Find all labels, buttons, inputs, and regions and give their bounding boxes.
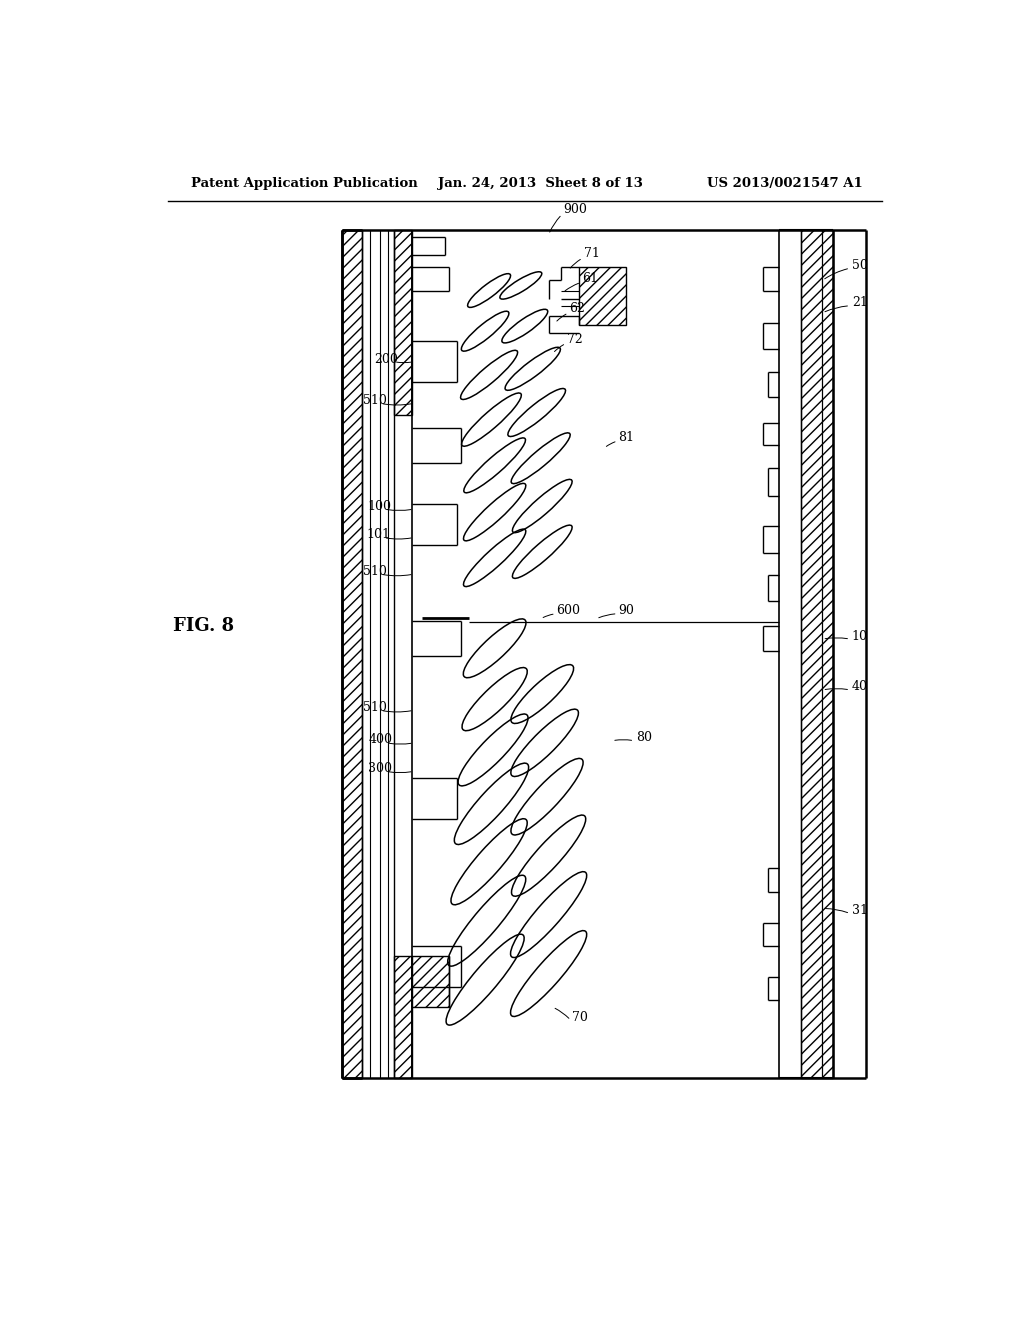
Text: 70: 70: [572, 1011, 589, 1024]
Text: Patent Application Publication: Patent Application Publication: [191, 177, 418, 190]
Text: 510: 510: [362, 393, 387, 407]
Text: 61: 61: [582, 272, 598, 285]
Text: 71: 71: [584, 247, 599, 260]
Text: 72: 72: [567, 333, 583, 346]
Polygon shape: [579, 267, 627, 325]
Text: 10: 10: [852, 630, 867, 643]
Text: 400: 400: [369, 734, 392, 746]
Text: 200: 200: [374, 354, 398, 366]
Text: 600: 600: [557, 605, 581, 618]
Text: 900: 900: [563, 203, 587, 215]
Text: 100: 100: [368, 499, 391, 512]
Text: 101: 101: [367, 528, 390, 541]
Polygon shape: [801, 230, 833, 1078]
Text: 21: 21: [852, 296, 867, 309]
Text: 90: 90: [618, 605, 634, 618]
Polygon shape: [394, 956, 412, 1078]
Text: 50: 50: [852, 259, 867, 272]
Text: 40: 40: [852, 680, 867, 693]
Text: 81: 81: [618, 432, 635, 445]
Text: 31: 31: [852, 904, 867, 917]
Text: 80: 80: [636, 731, 652, 744]
Text: 62: 62: [569, 302, 585, 315]
Polygon shape: [412, 956, 450, 1007]
Polygon shape: [342, 230, 362, 1078]
Text: 510: 510: [362, 701, 387, 714]
Text: FIG. 8: FIG. 8: [173, 616, 233, 635]
Text: Jan. 24, 2013  Sheet 8 of 13: Jan. 24, 2013 Sheet 8 of 13: [437, 177, 642, 190]
Polygon shape: [394, 230, 412, 414]
Text: 300: 300: [368, 762, 391, 775]
Text: US 2013/0021547 A1: US 2013/0021547 A1: [708, 177, 863, 190]
Text: 510: 510: [362, 565, 387, 578]
